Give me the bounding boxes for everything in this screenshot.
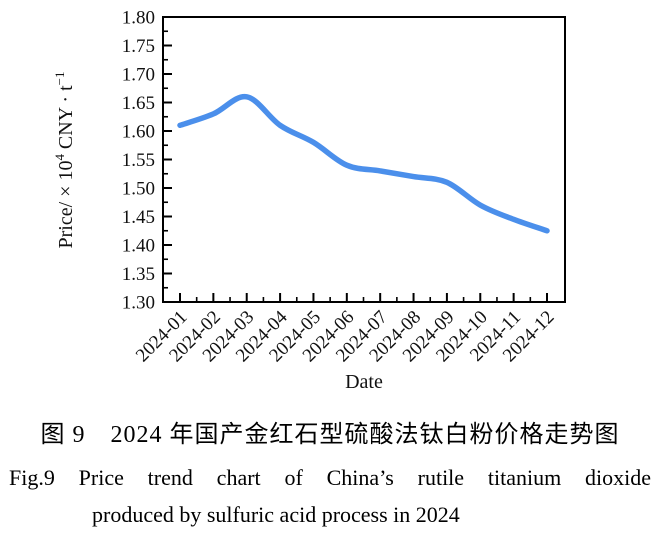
price-trend-line	[177, 94, 550, 234]
caption-block: 图 9 2024 年国产金红石型硫酸法钛白粉价格走势图 Fig.9 Price …	[0, 402, 660, 528]
y-tick-label: 1.70	[122, 65, 155, 86]
y-tick-label: 1.80	[122, 8, 155, 29]
caption-chinese: 图 9 2024 年国产金红石型硫酸法钛白粉价格走势图	[40, 422, 620, 448]
y-tick-label: 1.45	[122, 207, 155, 228]
x-axis-tick-labels: 2024-012024-022024-032024-042024-052024-…	[132, 306, 559, 366]
x-axis-ticks	[179, 293, 548, 302]
caption-english-line2: produced by sulfuric acid process in 202…	[92, 502, 460, 527]
y-tick-label: 1.40	[122, 236, 155, 257]
y-axis-title: Price/ × 104 CNY · t−1	[52, 72, 77, 249]
price-trend-chart: 1.80 1.75 1.70 1.65 1.60 1.55 1.50 1.45 1.40 1.35…	[52, 8, 566, 393]
y-tick-label: 1.55	[122, 150, 155, 171]
y-tick-label: 1.30	[122, 293, 155, 314]
y-tick-label: 1.65	[122, 93, 155, 114]
y-tick-label: 1.75	[122, 36, 155, 57]
y-tick-label: 1.50	[122, 179, 155, 200]
y-tick-label: 1.35	[122, 264, 155, 285]
caption-english-line1: Fig.9 Price trend chart of China’s rutil…	[9, 465, 651, 490]
y-axis-tick-labels: 1.80 1.75 1.70 1.65 1.60 1.55 1.50 1.45 1.40 1.35…	[122, 8, 155, 314]
y-tick-label: 1.60	[122, 122, 155, 143]
plot-border	[162, 16, 566, 303]
y-axis-ticks	[163, 16, 172, 303]
x-axis-title: Date	[345, 371, 383, 393]
